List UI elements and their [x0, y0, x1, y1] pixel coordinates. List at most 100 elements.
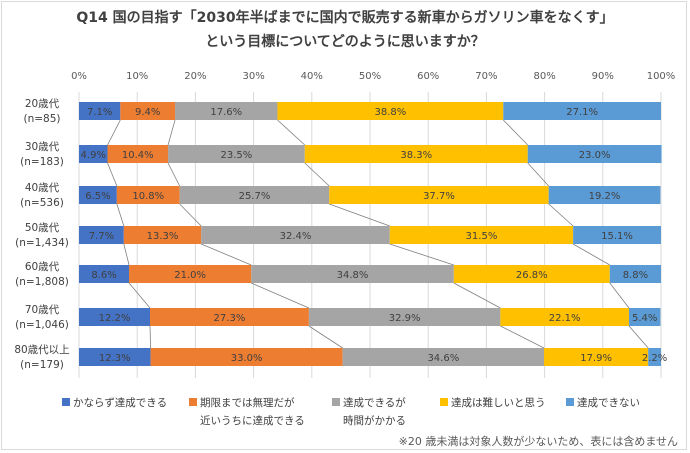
bar-segment [389, 226, 574, 244]
data-label: 33.0% [231, 353, 263, 364]
category-label: 80歳代以上 [14, 344, 69, 356]
bar-segment [329, 186, 549, 204]
bar-segment [548, 186, 661, 204]
x-tick-label: 30% [242, 71, 264, 82]
series-connector-line [500, 325, 545, 349]
data-label: 34.6% [427, 353, 459, 364]
series-connector-line [609, 282, 630, 309]
category-label: (n=85) [23, 113, 60, 125]
series-connector-line [527, 162, 549, 187]
data-label: 25.7% [239, 191, 271, 202]
data-label: 6.5% [85, 191, 110, 202]
category-label: (n=1,046) [15, 319, 69, 331]
legend-label: 期限までは無理だが [200, 396, 295, 409]
data-label: 21.0% [174, 270, 206, 281]
bar-segment [120, 102, 176, 120]
data-label: 12.2% [99, 313, 131, 324]
series-connector-line [628, 325, 649, 349]
data-label: 4.9% [81, 150, 106, 161]
x-tick-label: 20% [184, 71, 206, 82]
bar-segment [79, 102, 121, 120]
legend-swatch [62, 398, 70, 406]
bar-segment [116, 186, 180, 204]
legend-label: 達成は難しいと思う [451, 396, 546, 409]
x-tick-label: 100% [647, 71, 676, 82]
legend-swatch [332, 398, 340, 406]
data-label: 27.1% [566, 107, 598, 118]
series-connector-line [107, 162, 118, 187]
data-label: 23.5% [221, 150, 253, 161]
category-label: 20歳代 [25, 98, 60, 110]
bar-segment [503, 102, 661, 120]
series-connector-line [128, 282, 151, 309]
category-label: 40歳代 [25, 182, 60, 194]
bar-segment [277, 102, 504, 120]
series-connector-line [453, 282, 501, 309]
category-label: (n=536) [20, 197, 64, 209]
series-connector-line [548, 203, 574, 227]
data-label: 10.4% [122, 150, 154, 161]
bar-segment [79, 226, 124, 244]
bar-segment [308, 308, 501, 326]
series-connector-line [149, 325, 151, 349]
category-label: (n=183) [20, 156, 64, 168]
category-label: 50歳代 [25, 222, 60, 234]
data-label: 7.1% [87, 107, 112, 118]
series-connector-line [572, 243, 610, 266]
category-label: 30歳代 [25, 141, 60, 153]
bar-segment [168, 145, 305, 163]
data-label: 9.4% [135, 107, 160, 118]
bar-segment [251, 265, 454, 283]
series-connector-line [107, 119, 121, 146]
bar-segment [79, 186, 117, 204]
series-connector-line [179, 203, 202, 227]
data-label: 13.3% [147, 231, 179, 242]
bar-segment [79, 265, 130, 283]
bar-segment [179, 186, 330, 204]
legend-swatch [440, 398, 448, 406]
legend-label: 達成できるが [343, 396, 406, 409]
series-connector-line [167, 119, 176, 146]
bar-segment [573, 226, 661, 244]
data-label: 19.2% [589, 191, 621, 202]
x-tick-label: 90% [592, 71, 614, 82]
bar-segment [304, 145, 528, 163]
legend-swatch [189, 398, 197, 406]
series-connector-line [123, 243, 130, 266]
data-label: 8.6% [91, 270, 116, 281]
bar-segment [453, 265, 610, 283]
data-label: 38.3% [400, 150, 432, 161]
chart-title-line-2: という目標についてどのように思いますか？ [205, 34, 485, 50]
bar-segment [150, 348, 343, 366]
bar-segment [648, 348, 661, 366]
series-connector-line [201, 243, 252, 266]
data-label: 8.8% [623, 270, 648, 281]
data-label: 34.8% [337, 270, 369, 281]
bar-segment [129, 265, 252, 283]
x-tick-label: 40% [301, 71, 323, 82]
bar-segment [175, 102, 278, 120]
series-connector-line [277, 119, 306, 146]
x-tick-label: 0% [71, 71, 87, 82]
series-connector-line [502, 119, 529, 146]
series-connector-line [389, 243, 454, 266]
data-label: 37.7% [423, 191, 455, 202]
bar-segment [500, 308, 629, 326]
chart-title-line-1: Q14 国の目指す「2030年半ばまでに国内で販売する新車からガソリン車をなくす… [76, 10, 614, 26]
data-label: 10.8% [132, 191, 164, 202]
series-connector-line [308, 325, 343, 349]
bar-segment [201, 226, 390, 244]
series-connector-line [304, 162, 330, 187]
bar-segment [342, 348, 545, 366]
x-tick-label: 50% [359, 71, 381, 82]
bar-segment [609, 265, 661, 283]
category-label: 60歳代 [25, 261, 60, 273]
category-label: (n=1,808) [15, 276, 69, 288]
x-tick-label: 70% [475, 71, 497, 82]
legend-swatch [566, 398, 574, 406]
bar-segment [79, 145, 108, 163]
series-connector-line [167, 162, 181, 187]
footnote: ※20 歳未満は対象人数が少ないため、表には含めません [398, 435, 678, 448]
category-label: (n=1,434) [15, 237, 69, 249]
